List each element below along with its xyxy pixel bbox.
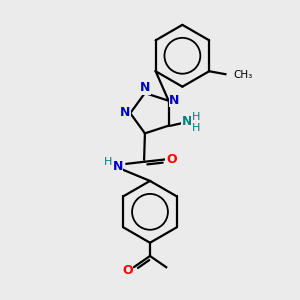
Text: CH₃: CH₃: [234, 70, 253, 80]
Text: H: H: [192, 112, 200, 122]
Text: O: O: [122, 264, 133, 277]
Text: N: N: [140, 81, 151, 94]
Text: H: H: [192, 123, 200, 133]
Text: H: H: [103, 158, 112, 167]
Text: N: N: [182, 115, 192, 128]
Text: N: N: [120, 106, 130, 119]
Text: O: O: [166, 153, 176, 166]
Text: N: N: [169, 94, 180, 106]
Text: N: N: [112, 160, 123, 173]
